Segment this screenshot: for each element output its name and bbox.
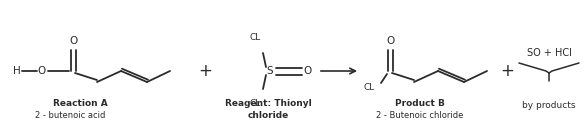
Text: by products: by products xyxy=(522,100,576,110)
Text: chloride: chloride xyxy=(248,110,289,120)
Text: SO + HCl: SO + HCl xyxy=(527,48,572,58)
Text: CL: CL xyxy=(249,100,260,108)
Text: Reaction A: Reaction A xyxy=(52,98,108,108)
Text: 2 - butenoic acid: 2 - butenoic acid xyxy=(35,110,105,120)
Text: +: + xyxy=(198,62,212,80)
Text: CL: CL xyxy=(249,34,260,42)
Text: Reagent: Thionyl: Reagent: Thionyl xyxy=(225,98,312,108)
Text: CL: CL xyxy=(363,82,375,92)
Text: O: O xyxy=(386,36,395,46)
Text: O: O xyxy=(304,66,312,76)
Text: 2 - Butenoic chloride: 2 - Butenoic chloride xyxy=(376,110,464,120)
Text: Product B: Product B xyxy=(395,98,445,108)
Text: H: H xyxy=(13,66,21,76)
Text: +: + xyxy=(500,62,514,80)
Text: S: S xyxy=(267,66,273,76)
Text: O: O xyxy=(69,36,78,46)
Text: O: O xyxy=(38,66,46,76)
